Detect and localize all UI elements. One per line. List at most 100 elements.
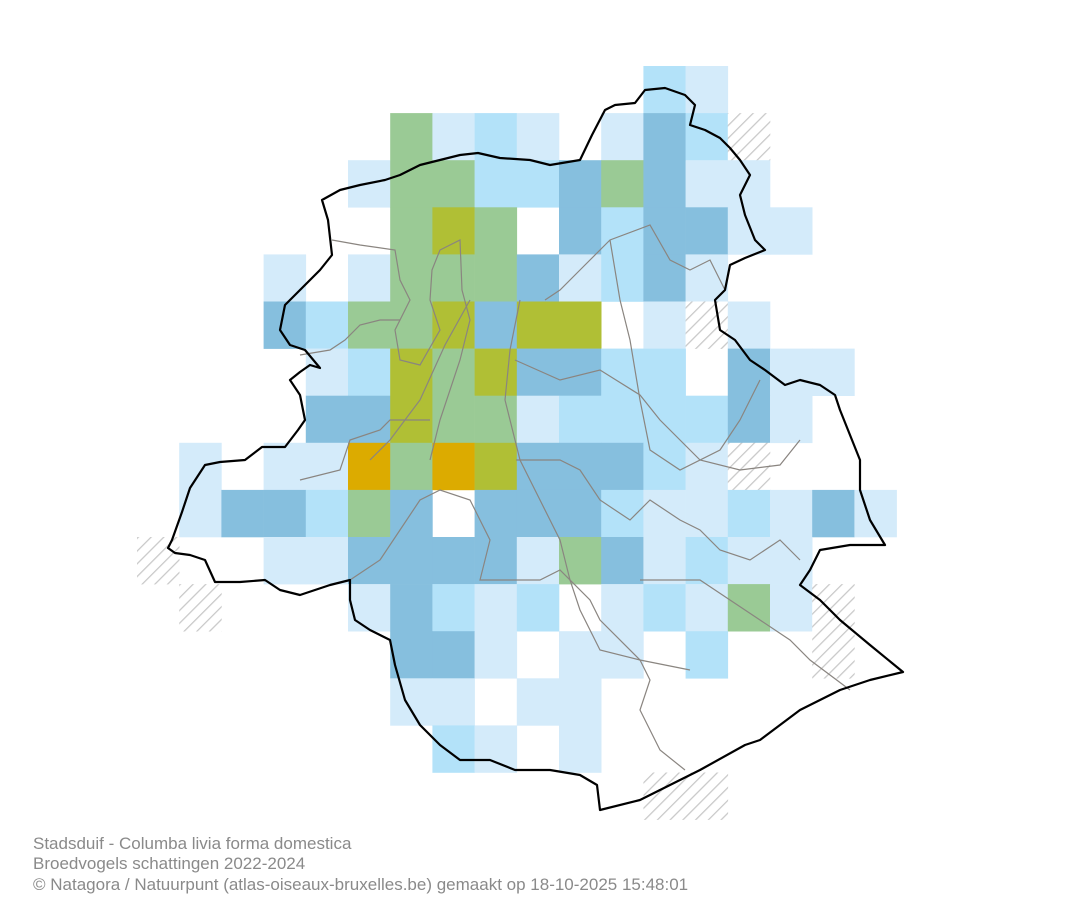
- grid-cell-no-data: [137, 537, 180, 585]
- grid-cell-class-1: [601, 584, 644, 632]
- grid-cell-class-4: [432, 395, 475, 444]
- grid-cell-class-1: [263, 442, 307, 491]
- survey-subtitle: Broedvogels schattingen 2022-2024: [33, 854, 306, 873]
- grid-cell-class-1: [432, 113, 475, 161]
- grid-cell-class-1: [432, 678, 475, 726]
- grid-cell-class-2: [559, 395, 602, 444]
- grid-cell-class-1: [685, 442, 729, 491]
- grid-cell-class-6: [348, 442, 391, 491]
- grid-cell-class-3: [601, 537, 644, 585]
- grid-cell-class-1: [685, 66, 729, 114]
- grid-cell-class-3: [474, 301, 518, 349]
- grid-cell-class-2: [601, 207, 644, 255]
- grid-cell-class-3: [559, 348, 602, 396]
- grid-cell-class-5: [559, 301, 602, 349]
- grid-cell-class-1: [770, 207, 813, 255]
- grid-cell-class-3: [601, 442, 644, 491]
- grid-cell-class-4: [390, 113, 433, 161]
- grid-cell-class-1: [559, 678, 602, 726]
- grid-cell-class-5: [390, 348, 433, 396]
- grid-cell-class-2: [516, 584, 560, 632]
- grid-cell-class-3: [643, 254, 686, 302]
- grid-cell-class-4: [474, 395, 518, 444]
- grid-cell-class-3: [516, 348, 560, 396]
- grid-cell-no-data: [812, 584, 855, 632]
- grid-cell-class-4: [601, 160, 644, 208]
- grid-cell-class-2: [643, 348, 686, 396]
- grid-cell-class-4: [474, 254, 518, 302]
- grid-cell-class-3: [643, 207, 686, 255]
- grid-cell-class-1: [770, 584, 813, 632]
- grid-cell-class-2: [643, 395, 686, 444]
- grid-cell-class-1: [390, 678, 433, 726]
- grid-cell-class-3: [390, 584, 433, 632]
- grid-cell-class-3: [559, 489, 602, 538]
- grid-cell-class-1: [559, 725, 602, 773]
- grid-cell-class-4: [432, 254, 475, 302]
- grid-cell-class-2: [685, 395, 729, 444]
- grid-cell-class-4: [474, 207, 518, 255]
- grid-cell-no-data: [685, 772, 729, 820]
- grid-cell-class-2: [727, 489, 771, 538]
- grid-cell-class-3: [516, 254, 560, 302]
- grid-cell-class-5: [474, 348, 518, 396]
- grid-cell-class-2: [516, 160, 560, 208]
- grid-cell-class-1: [770, 395, 813, 444]
- grid-cell-class-3: [643, 160, 686, 208]
- grid-cell-class-4: [390, 442, 433, 491]
- grid-cell-class-2: [348, 348, 391, 396]
- grid-cell-class-3: [727, 395, 771, 444]
- grid-cell-class-1: [516, 678, 560, 726]
- grid-cell-class-1: [474, 584, 518, 632]
- grid-cell-class-1: [516, 537, 560, 585]
- grid-cell-class-1: [474, 725, 518, 773]
- grid-cell-class-2: [643, 584, 686, 632]
- grid-cell-class-1: [348, 584, 391, 632]
- grid-cell-class-3: [432, 537, 475, 585]
- grid-cell-class-2: [305, 489, 349, 538]
- grid-cell-class-5: [432, 207, 475, 255]
- grid-cell-class-3: [474, 537, 518, 585]
- grid-cells: [137, 66, 897, 820]
- grid-cell-class-3: [559, 207, 602, 255]
- grid-cell-class-4: [432, 160, 475, 208]
- grid-cell-class-1: [559, 254, 602, 302]
- grid-cell-class-4: [390, 207, 433, 255]
- grid-cell-class-1: [727, 160, 771, 208]
- grid-cell-class-1: [643, 537, 686, 585]
- grid-cell-class-1: [601, 631, 644, 679]
- grid-cell-class-3: [348, 395, 391, 444]
- grid-cell-class-3: [685, 207, 729, 255]
- grid-cell-no-data: [812, 631, 855, 679]
- grid-cell-class-2: [685, 631, 729, 679]
- grid-cell-class-3: [516, 489, 560, 538]
- grid-cell-class-1: [305, 537, 349, 585]
- grid-cell-class-1: [685, 489, 729, 538]
- grid-cell-class-2: [601, 254, 644, 302]
- grid-cell-class-4: [348, 489, 391, 538]
- grid-cell-class-3: [221, 489, 264, 538]
- grid-cell-class-1: [263, 537, 307, 585]
- grid-cell-class-1: [516, 395, 560, 444]
- grid-cell-class-3: [390, 537, 433, 585]
- grid-cell-class-3: [474, 489, 518, 538]
- grid-cell-class-2: [685, 537, 729, 585]
- grid-cell-class-2: [601, 395, 644, 444]
- grid-cell-class-3: [559, 442, 602, 491]
- grid-cell-class-5: [432, 301, 475, 349]
- grid-cell-class-3: [263, 489, 307, 538]
- grid-cell-no-data: [179, 584, 222, 632]
- grid-cell-class-1: [179, 489, 222, 538]
- grid-cell-class-1: [727, 301, 771, 349]
- grid-cell-class-4: [390, 160, 433, 208]
- grid-cell-class-2: [474, 160, 518, 208]
- grid-cell-class-2: [432, 584, 475, 632]
- grid-cell-class-1: [263, 254, 307, 302]
- grid-cell-class-3: [559, 160, 602, 208]
- grid-cell-class-2: [305, 301, 349, 349]
- grid-cell-class-1: [474, 631, 518, 679]
- species-title: Stadsduif - Columba livia forma domestic…: [33, 834, 352, 853]
- grid-cell-class-1: [643, 301, 686, 349]
- grid-cell-class-1: [601, 113, 644, 161]
- grid-cell-class-2: [601, 489, 644, 538]
